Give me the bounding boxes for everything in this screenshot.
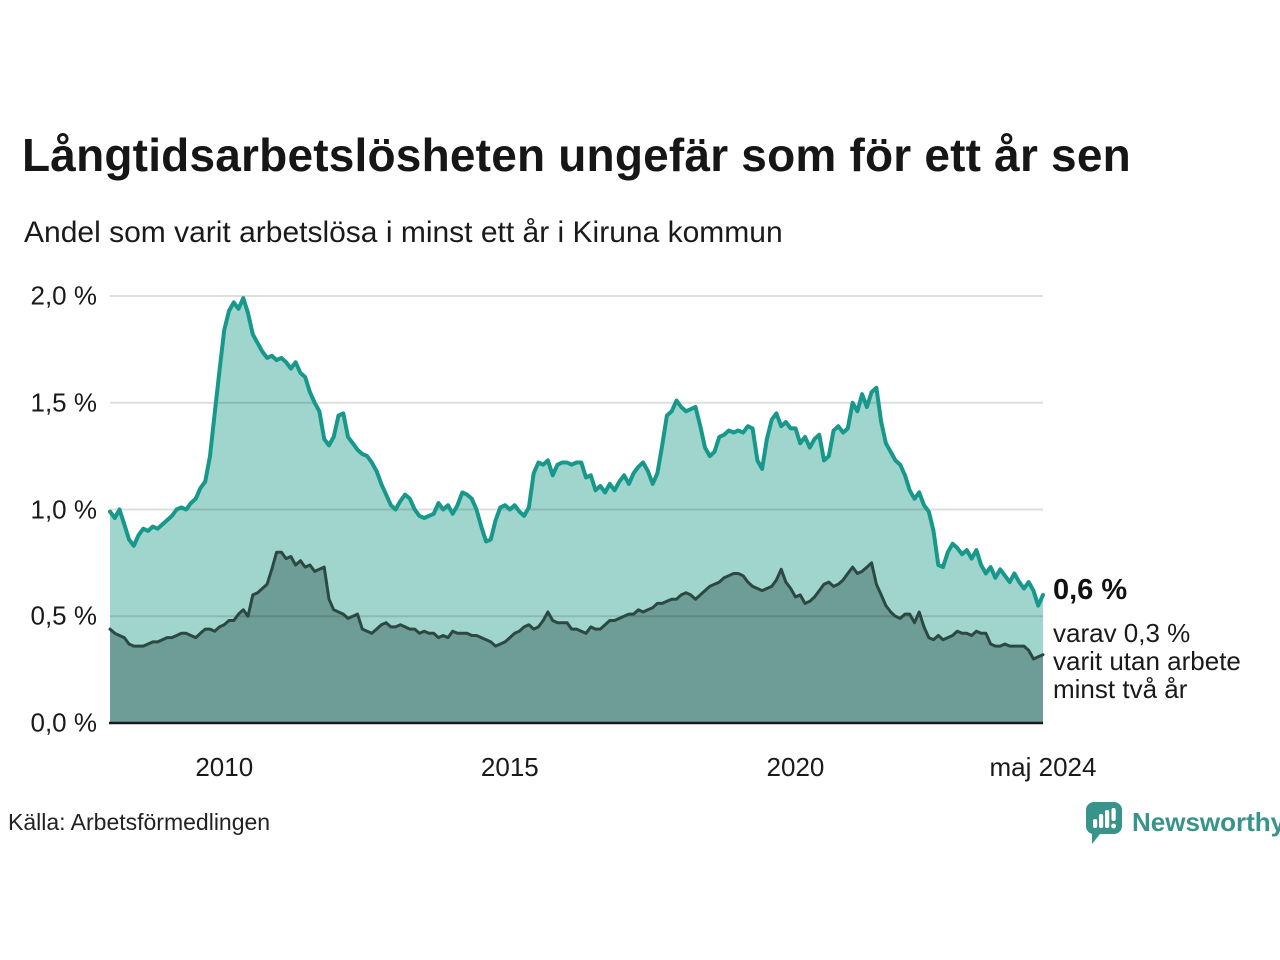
series-line-0 [108,296,1045,608]
y-tick-label: 0,5 % [30,600,98,631]
end-note-label: varav 0,3 % varit utan arbete minst två år [1053,619,1241,703]
y-tick-label: 2,0 % [30,280,98,311]
series-line-1 [108,550,1045,661]
y-tick-label: 1,5 % [30,387,98,418]
page-subtitle: Andel som varit arbetslösa i minst ett å… [24,216,783,249]
series-area-1 [110,552,1043,723]
x-tick-label: 2020 [766,752,825,782]
x-tick-label: 2015 [480,752,539,782]
page-title: Långtidsarbetslösheten ungefär som för e… [22,129,1131,181]
y-tick-label: 1,0 % [30,494,98,524]
end-note-line: minst två år [1053,674,1188,704]
end-note-line: varav 0,3 % [1053,618,1191,648]
newsworthy-icon [1086,802,1122,844]
x-tick-label: 2010 [195,752,254,782]
end-note-line: varit utan arbete [1053,646,1241,676]
brand-name: Newsworthy [1132,807,1280,837]
end-value-label: 0,6 % [1053,574,1128,606]
brand-logo: Newsworthy [1086,802,1280,846]
source-label: Källa: Arbetsförmedlingen [8,809,271,835]
y-tick-label: 0,0 % [30,707,98,738]
x-tick-label: maj 2024 [989,752,1097,782]
